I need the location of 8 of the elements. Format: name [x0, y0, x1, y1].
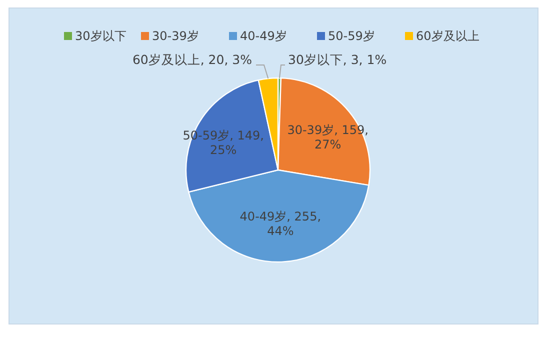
legend-label: 60岁及以上	[416, 29, 480, 43]
data-label: 60岁及以上, 20, 3%	[132, 52, 252, 67]
data-label: 30岁以下, 3, 1%	[288, 52, 387, 67]
legend-label: 30岁以下	[75, 29, 126, 43]
data-label: 40-49岁, 255, 44%	[240, 209, 322, 238]
legend-label: 50-59岁	[328, 29, 375, 43]
legend-label: 40-49岁	[240, 29, 287, 43]
legend-label: 30-39岁	[152, 29, 199, 43]
